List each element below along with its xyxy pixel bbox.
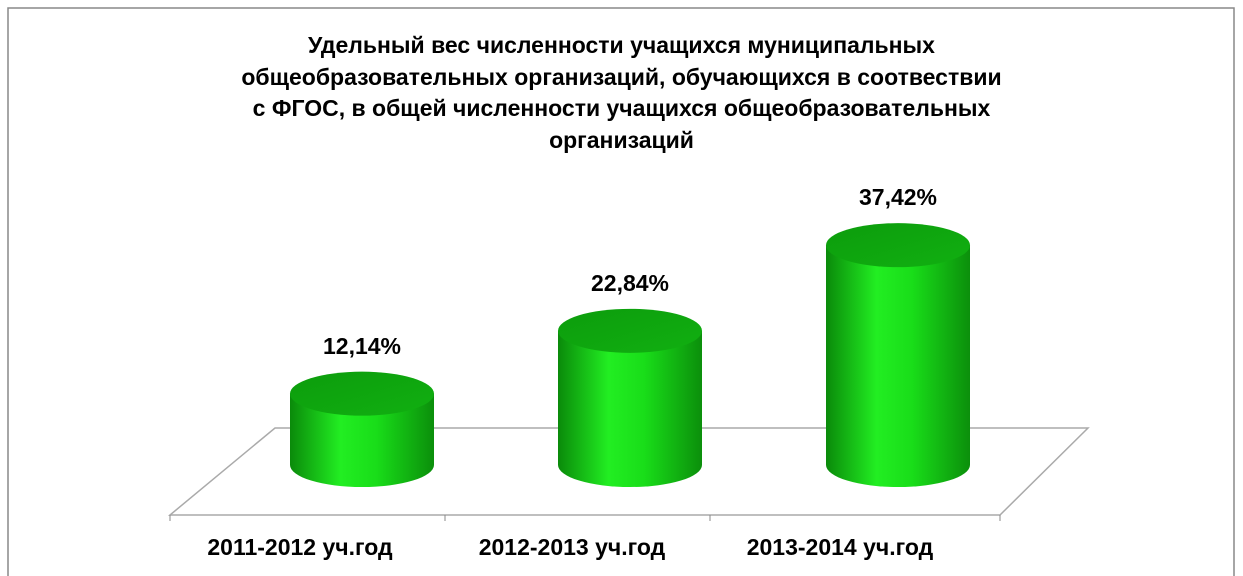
x-tick-label: 2011-2012 уч.год: [207, 534, 393, 560]
x-tick-label: 2013-2014 уч.год: [747, 534, 934, 560]
chart-border: [7, 7, 1235, 576]
value-label: 22,84%: [591, 270, 669, 296]
value-label: 12,14%: [323, 333, 401, 359]
x-tick-label: 2012-2013 уч.год: [479, 534, 666, 560]
cylinder-body: [826, 245, 970, 487]
cylinder-top: [826, 223, 970, 268]
cylinder-body: [290, 393, 434, 487]
chart-title: Удельный вес численности учащихся муници…: [241, 32, 1002, 153]
cylinder-body: [558, 330, 702, 487]
cylinder-top: [290, 371, 434, 416]
cylinder-top: [558, 308, 702, 353]
value-label: 37,42%: [859, 184, 937, 210]
